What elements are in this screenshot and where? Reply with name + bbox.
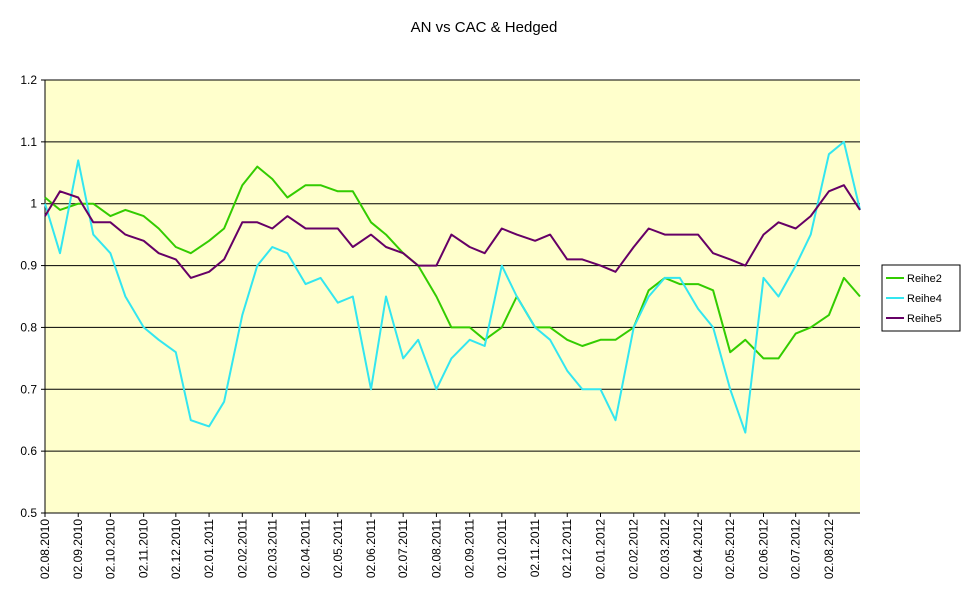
x-tick-label: 02.12.2010 bbox=[169, 519, 183, 579]
x-tick-label: 02.12.2011 bbox=[560, 519, 574, 578]
legend-label: Reihe4 bbox=[907, 293, 942, 305]
x-tick-label: 02.08.2012 bbox=[822, 519, 836, 579]
x-tick-label: 02.02.2012 bbox=[627, 519, 641, 579]
x-tick-label: 02.07.2011 bbox=[396, 519, 410, 578]
x-tick-label: 02.01.2011 bbox=[202, 519, 216, 578]
x-tick-label: 02.08.2010 bbox=[38, 519, 52, 579]
x-tick-label: 02.09.2011 bbox=[463, 519, 477, 578]
x-tick-label: 02.06.2012 bbox=[756, 519, 770, 579]
y-tick-label: 0.5 bbox=[20, 506, 37, 520]
x-tick-label: 02.07.2012 bbox=[789, 519, 803, 579]
y-tick-label: 1 bbox=[30, 197, 37, 211]
x-tick-label: 02.02.2011 bbox=[235, 519, 249, 578]
legend-label: Reihe5 bbox=[907, 313, 942, 325]
x-tick-label: 02.01.2012 bbox=[593, 519, 607, 579]
y-tick-label: 1.2 bbox=[20, 73, 37, 87]
series-line bbox=[44, 165, 861, 360]
x-tick-label: 02.04.2012 bbox=[691, 519, 705, 579]
y-tick-label: 0.7 bbox=[20, 382, 37, 396]
x-tick-label: 02.10.2011 bbox=[495, 519, 509, 578]
chart-title: AN vs CAC & Hedged bbox=[411, 19, 558, 36]
x-tick-label: 02.05.2011 bbox=[331, 519, 345, 578]
x-tick-label: 02.05.2012 bbox=[723, 519, 737, 579]
series-line bbox=[44, 140, 861, 434]
x-tick-label: 02.08.2011 bbox=[429, 519, 443, 578]
x-tick-label: 02.03.2012 bbox=[658, 519, 672, 579]
x-tick-label: 02.10.2010 bbox=[103, 519, 117, 579]
x-tick-label: 02.03.2011 bbox=[265, 519, 279, 578]
plot-area bbox=[45, 80, 860, 513]
y-tick-label: 0.9 bbox=[20, 259, 37, 273]
y-tick-label: 0.6 bbox=[20, 444, 37, 458]
y-tick-label: 0.8 bbox=[20, 320, 37, 334]
x-tick-label: 02.11.2011 bbox=[528, 519, 542, 578]
x-tick-label: 02.09.2010 bbox=[71, 519, 85, 579]
legend-label: Reihe2 bbox=[907, 273, 942, 285]
x-tick-label: 02.06.2011 bbox=[364, 519, 378, 578]
x-tick-label: 02.11.2010 bbox=[137, 519, 151, 578]
x-tick-label: 02.04.2011 bbox=[299, 519, 313, 578]
series-line bbox=[44, 184, 861, 279]
y-tick-label: 1.1 bbox=[20, 135, 37, 149]
